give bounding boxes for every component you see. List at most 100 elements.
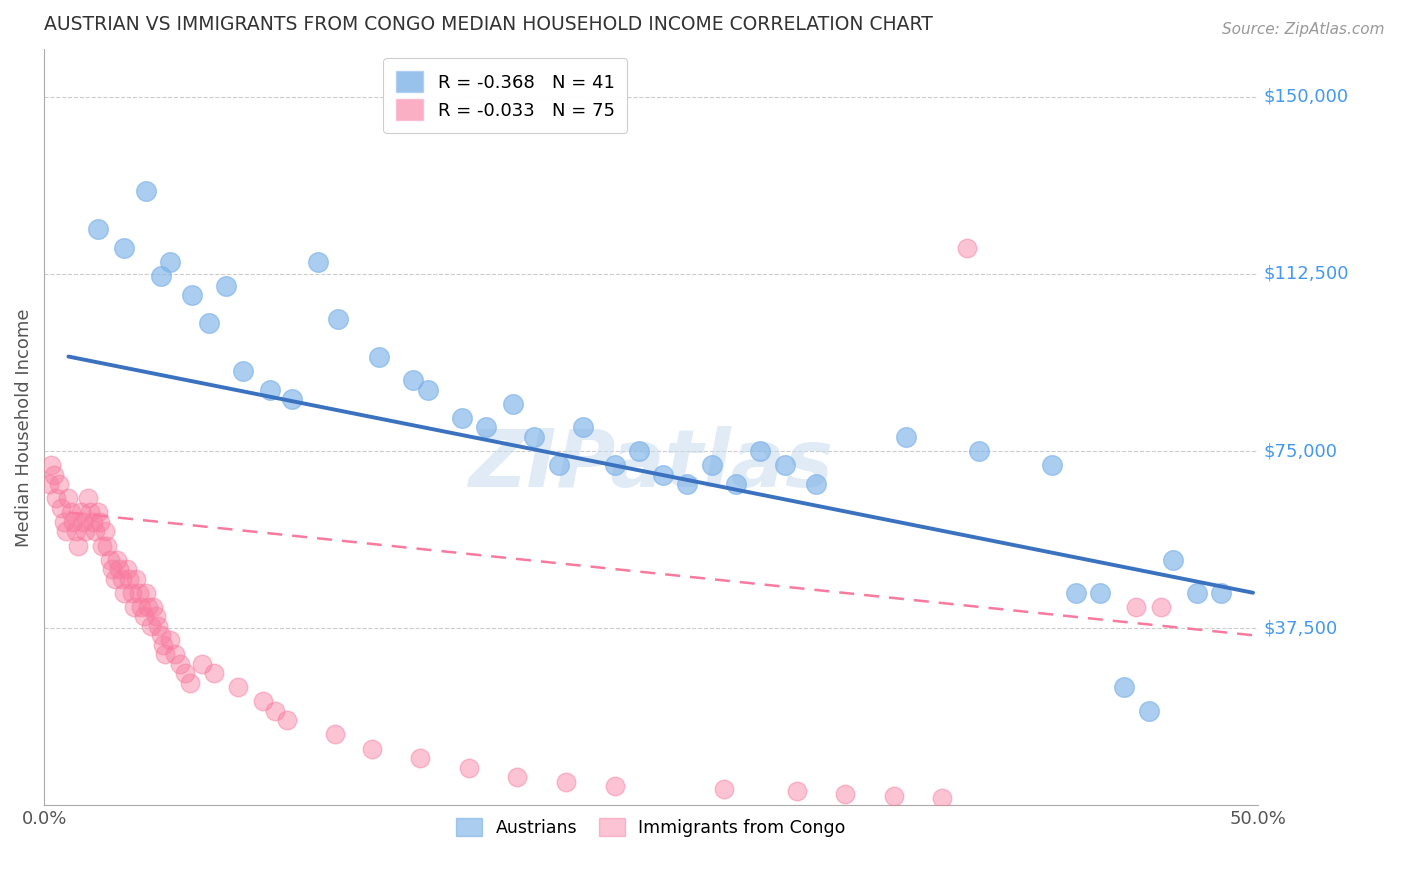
Point (122, 599, 145, 614)
Point (38, 477, 60, 491)
Point (132, 609, 155, 624)
Point (111, 572, 134, 586)
Point (145, 609, 167, 624)
Point (252, 694, 274, 708)
Point (121, 586, 143, 600)
Text: $75,000: $75,000 (1264, 442, 1339, 460)
Point (96, 539, 118, 553)
Point (179, 675, 201, 690)
Point (1161, 552, 1184, 566)
Point (215, 278, 238, 293)
Text: ZIPatlas: ZIPatlas (468, 426, 834, 504)
Point (159, 255, 181, 269)
Point (368, 350, 391, 364)
Point (174, 666, 197, 681)
Point (713, 781, 735, 796)
Point (165, 647, 187, 661)
Point (89, 515, 111, 529)
Point (749, 444, 772, 458)
Point (169, 657, 191, 671)
Point (98, 552, 121, 566)
Point (475, 420, 498, 434)
Point (125, 572, 148, 586)
Point (627, 444, 650, 458)
Point (1150, 599, 1173, 614)
Point (138, 599, 160, 614)
Point (276, 714, 298, 728)
Point (652, 467, 675, 482)
Point (84, 524, 107, 539)
Point (62, 515, 84, 529)
Point (101, 562, 124, 576)
Point (360, 741, 382, 756)
Point (967, 444, 990, 458)
Text: AUSTRIAN VS IMMIGRANTS FROM CONGO MEDIAN HOUSEHOLD INCOME CORRELATION CHART: AUSTRIAN VS IMMIGRANTS FROM CONGO MEDIAN… (44, 15, 934, 34)
Point (773, 458, 796, 473)
Point (49, 500, 72, 515)
Point (409, 751, 432, 765)
Point (1125, 599, 1147, 614)
Point (103, 572, 125, 586)
Point (58, 491, 80, 506)
Legend: Austrians, Immigrants from Congo: Austrians, Immigrants from Congo (447, 810, 855, 846)
Point (135, 184, 157, 198)
Point (955, 241, 977, 255)
Text: $150,000: $150,000 (1264, 87, 1350, 105)
Text: $37,500: $37,500 (1264, 619, 1339, 637)
Point (79, 505, 101, 519)
Point (502, 397, 524, 411)
Point (42, 467, 65, 482)
Point (804, 477, 827, 491)
Point (547, 458, 569, 473)
Point (155, 647, 177, 661)
Point (112, 586, 135, 600)
Point (676, 477, 699, 491)
Y-axis label: Median Household Income: Median Household Income (15, 308, 32, 547)
Point (1040, 458, 1063, 473)
Point (67, 539, 90, 553)
Point (450, 411, 472, 425)
Point (76, 491, 98, 506)
Point (700, 458, 723, 473)
Point (202, 666, 225, 681)
Point (1064, 586, 1087, 600)
Point (1185, 586, 1208, 600)
Point (108, 562, 131, 576)
Text: $112,500: $112,500 (1264, 265, 1350, 283)
Point (118, 572, 141, 586)
Point (523, 430, 546, 444)
Point (115, 562, 138, 576)
Point (894, 430, 917, 444)
Point (1137, 704, 1160, 718)
Point (259, 383, 281, 397)
Point (41, 458, 63, 473)
Point (86, 505, 108, 519)
Point (148, 619, 170, 633)
Point (65, 524, 87, 539)
Point (181, 288, 204, 302)
Point (48, 477, 70, 491)
Point (724, 477, 747, 491)
Point (91, 539, 114, 553)
Point (555, 774, 578, 789)
Point (326, 311, 349, 326)
Point (226, 680, 249, 694)
Point (198, 317, 221, 331)
Point (263, 704, 285, 718)
Point (506, 770, 529, 784)
Point (232, 364, 254, 378)
Point (280, 392, 302, 406)
Point (86, 222, 108, 236)
Point (786, 784, 808, 798)
Point (191, 657, 214, 671)
Point (82, 515, 104, 529)
Point (159, 632, 181, 647)
Point (69, 505, 91, 519)
Point (59, 505, 82, 519)
Point (931, 791, 953, 805)
Point (572, 420, 595, 434)
Point (149, 628, 172, 642)
Point (129, 599, 152, 614)
Text: Source: ZipAtlas.com: Source: ZipAtlas.com (1222, 22, 1385, 37)
Point (112, 241, 135, 255)
